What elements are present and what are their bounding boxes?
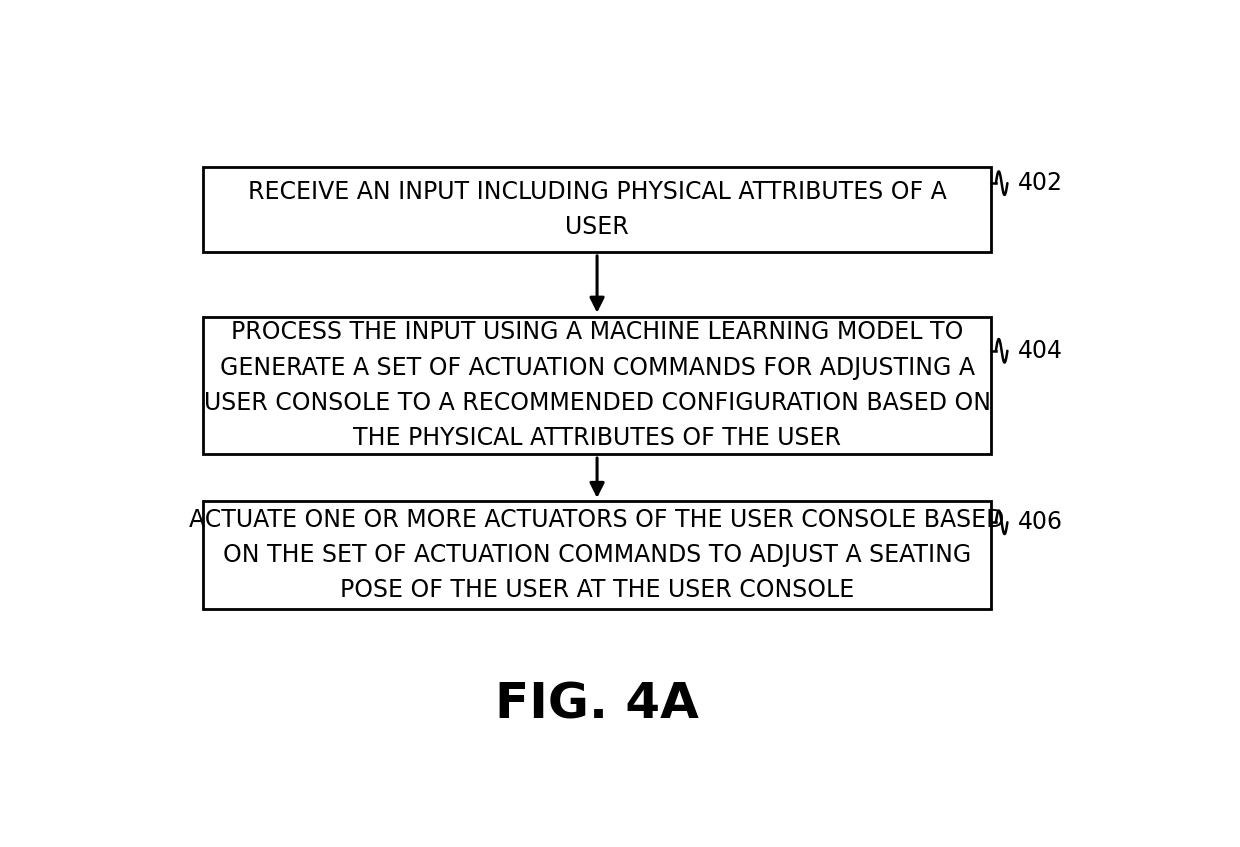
FancyBboxPatch shape [203, 317, 991, 454]
Text: PROCESS THE INPUT USING A MACHINE LEARNING MODEL TO
GENERATE A SET OF ACTUATION : PROCESS THE INPUT USING A MACHINE LEARNI… [203, 320, 991, 451]
Text: RECEIVE AN INPUT INCLUDING PHYSICAL ATTRIBUTES OF A
USER: RECEIVE AN INPUT INCLUDING PHYSICAL ATTR… [248, 180, 946, 239]
FancyBboxPatch shape [203, 501, 991, 609]
Text: 404: 404 [1018, 339, 1063, 363]
Text: FIG. 4A: FIG. 4A [495, 681, 699, 729]
Text: 406: 406 [1018, 510, 1063, 534]
FancyBboxPatch shape [203, 167, 991, 252]
Text: 402: 402 [1018, 171, 1063, 195]
Text: ACTUATE ONE OR MORE ACTUATORS OF THE USER CONSOLE BASED
ON THE SET OF ACTUATION : ACTUATE ONE OR MORE ACTUATORS OF THE USE… [190, 507, 1004, 602]
